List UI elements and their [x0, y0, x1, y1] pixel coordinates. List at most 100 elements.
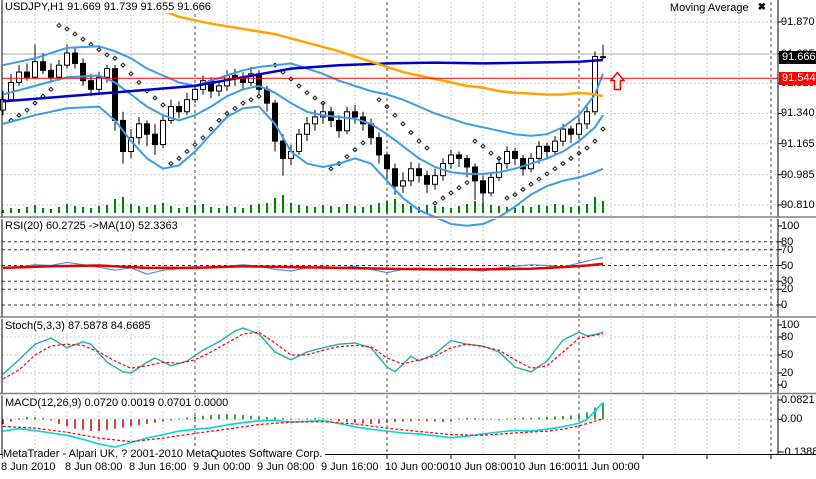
sar-dot	[584, 145, 590, 151]
candle	[0, 99, 6, 111]
sar-dot	[296, 83, 302, 89]
sar-dot	[48, 86, 54, 93]
sar-dot	[120, 62, 126, 68]
sar-dot	[320, 100, 326, 106]
rsi-ma-line	[2, 262, 604, 271]
candle	[384, 154, 390, 170]
stoch-axis-label: 50	[781, 349, 794, 361]
candle	[120, 119, 126, 152]
sar-dot	[528, 181, 534, 187]
sar-dot	[352, 147, 358, 153]
rsi-indicator-label: RSI(20) 60.2725 ->MA(10) 52.3363	[3, 220, 180, 232]
time-axis-label: 11 Jun 00:00	[577, 461, 640, 473]
sar-dot	[456, 185, 462, 191]
sar-dot	[168, 160, 174, 167]
candle	[392, 168, 398, 187]
close-icon[interactable]: ✖	[757, 2, 766, 13]
time-axis-label: 9 Jun 08:00	[257, 461, 315, 473]
sar-dot	[552, 166, 558, 172]
copyright-text: MetaTrader - Alpari UK, ? 2001-2010 Meta…	[3, 448, 326, 460]
sar-dot	[376, 96, 382, 103]
stoch-k-line	[2, 327, 604, 375]
candle	[600, 56, 606, 59]
sar-dot	[440, 195, 446, 201]
candle	[80, 62, 86, 82]
candle	[424, 175, 430, 185]
candle	[160, 119, 166, 146]
stoch-axis-label: 80	[781, 331, 794, 343]
candle	[96, 76, 102, 90]
sar-dot	[520, 186, 526, 193]
sar-dot	[112, 55, 118, 61]
candle	[64, 52, 70, 66]
macd-signal-line	[2, 418, 604, 443]
time-axis-label: 8 Jun 2010	[1, 461, 56, 473]
sar-dot	[312, 95, 318, 101]
rsi-axis-label: 80	[781, 235, 794, 248]
candle	[512, 150, 518, 159]
time-axis-label: 10 Jun 08:00	[449, 461, 513, 473]
indicator-header: Moving Average ✖	[670, 2, 766, 14]
candle	[536, 145, 542, 159]
stoch-axis-label: 0	[781, 379, 788, 391]
candle	[544, 145, 550, 152]
candle	[304, 123, 310, 135]
macd-axis-label: 0.00	[781, 413, 803, 426]
candle	[376, 137, 382, 156]
candle	[344, 111, 350, 132]
sar-dot	[200, 134, 206, 141]
sar-dot	[392, 112, 398, 118]
candle	[216, 85, 222, 92]
sar-dot	[96, 46, 102, 53]
sar-dot	[424, 145, 430, 151]
sar-dot	[128, 71, 134, 77]
candle	[592, 56, 598, 113]
sar-dot	[264, 91, 270, 98]
sar-dot	[560, 160, 566, 167]
sar-dot	[232, 105, 238, 112]
candle	[88, 80, 94, 90]
sar-dot	[344, 153, 350, 160]
sar-dot	[400, 121, 406, 127]
candle	[584, 111, 590, 125]
candle	[144, 123, 150, 135]
rsi-axis-label: 20	[781, 283, 794, 296]
sar-dot	[16, 112, 22, 118]
rsi-axis-label: 30	[781, 275, 794, 288]
bollinger-lower	[2, 105, 604, 227]
sar-dot	[536, 176, 542, 182]
sar-dot	[160, 102, 166, 108]
sar-dot	[416, 138, 422, 144]
candle	[568, 128, 574, 135]
bollinger-upper	[2, 45, 604, 137]
up-arrow-object[interactable]	[609, 71, 626, 91]
price-axis-label: 91.165	[781, 137, 815, 150]
sar-dot	[432, 200, 438, 206]
sar-dot	[208, 126, 214, 132]
time-axis-label: 10 Jun 00:00	[385, 461, 449, 473]
sar-dot	[488, 150, 494, 156]
sar-dot	[592, 138, 598, 144]
candle	[112, 68, 118, 121]
candle	[400, 180, 406, 187]
rsi-axis-label: 50	[781, 259, 794, 272]
macd-axis-label: 0.0821	[781, 393, 815, 406]
candle	[336, 119, 342, 132]
rsi-axis-label: 0	[781, 299, 788, 311]
candle	[184, 99, 190, 113]
price-axis-label: 91.340	[781, 107, 815, 120]
candle	[408, 168, 414, 182]
time-axis-label: 10 Jun 16:00	[513, 461, 577, 473]
sar-dot	[256, 93, 262, 99]
sar-dot	[224, 110, 230, 117]
sar-dot	[72, 31, 78, 37]
rsi-axis-label: 70	[781, 243, 794, 256]
macd-line	[2, 401, 604, 448]
sar-dot	[544, 171, 550, 177]
candle	[480, 180, 486, 194]
candle	[16, 71, 22, 83]
candle	[504, 150, 510, 165]
sar-dot	[464, 179, 470, 186]
candle	[32, 61, 38, 78]
